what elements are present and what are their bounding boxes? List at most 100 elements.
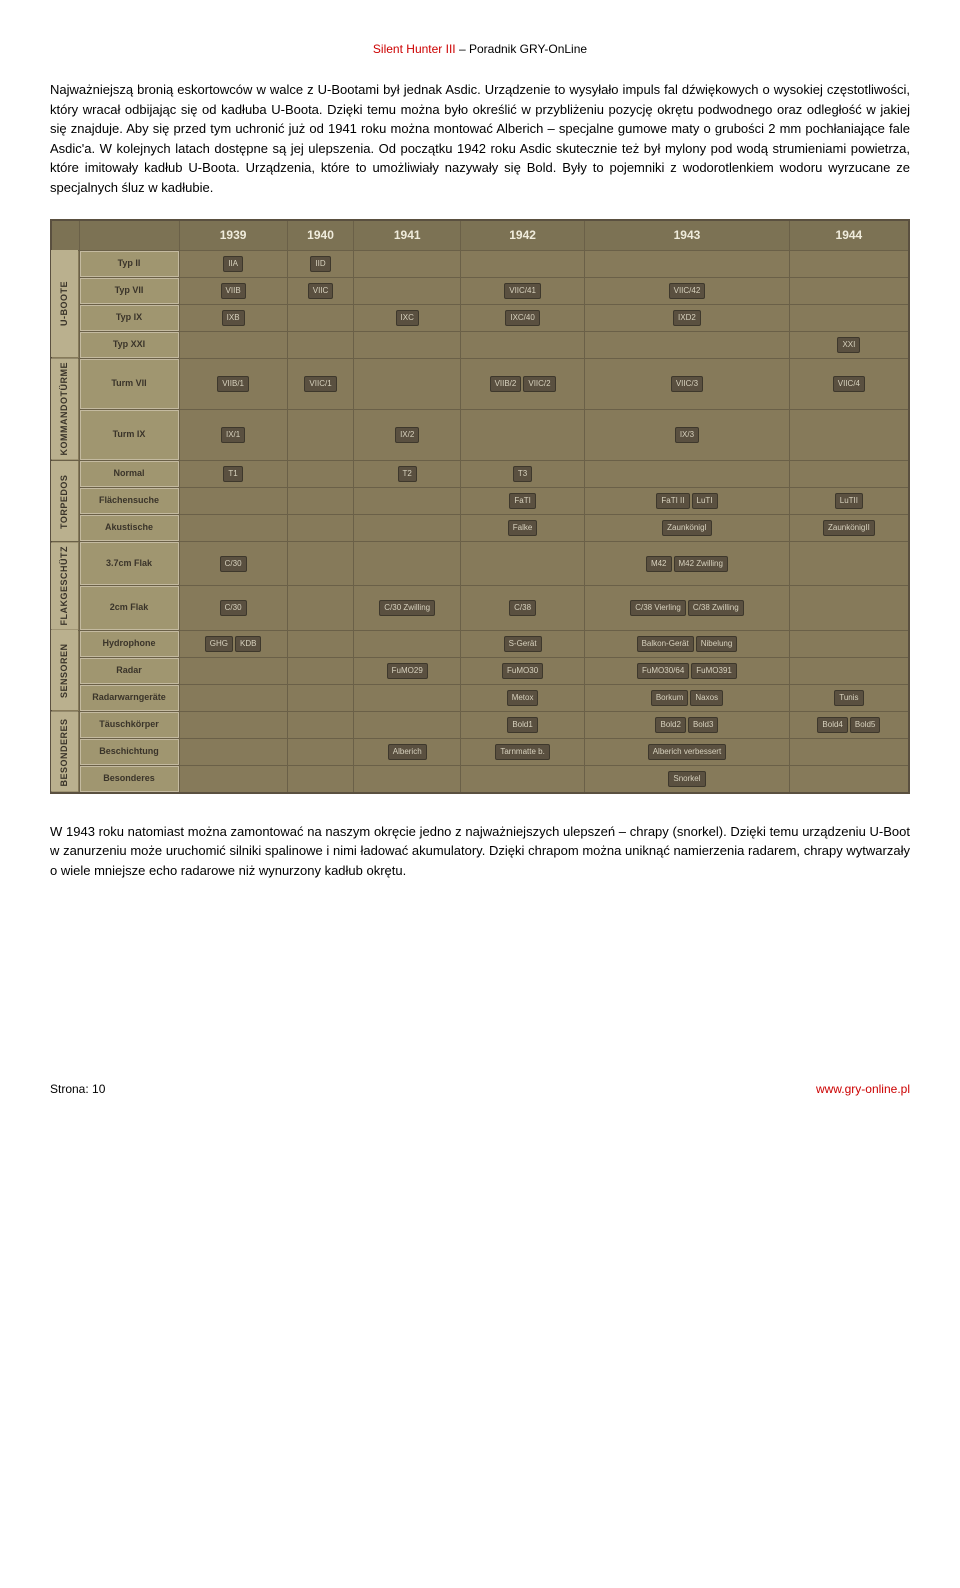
row-label: Akustische xyxy=(79,515,179,542)
table-row: 2cm FlakC/30C/30 ZwillingC/38C/38 Vierli… xyxy=(51,586,909,630)
data-cell xyxy=(179,331,287,358)
table-row: Turm IXIX/1 IX/2 IX/3 xyxy=(51,409,909,460)
data-cell xyxy=(354,331,461,358)
data-cell xyxy=(287,409,354,460)
header-suffix: – Poradnik GRY-OnLine xyxy=(456,42,587,56)
data-cell: Bold1 xyxy=(461,711,585,738)
data-cell: M42M42 Zwilling xyxy=(585,542,790,586)
data-cell xyxy=(461,542,585,586)
data-cell xyxy=(287,488,354,515)
data-cell: Snorkel xyxy=(585,765,790,793)
row-label: Typ XXI xyxy=(79,331,179,358)
data-cell: IX/1 xyxy=(179,409,287,460)
data-cell xyxy=(179,657,287,684)
data-cell xyxy=(789,250,909,277)
chart-item: VIIC/42 xyxy=(669,283,706,299)
data-cell: IX/3 xyxy=(585,409,790,460)
footer-url: www.gry-online.pl xyxy=(816,1080,910,1098)
category-label: TORPEDOS xyxy=(51,461,79,542)
chart-item: IXD2 xyxy=(673,310,701,326)
data-cell: FuMO30 xyxy=(461,657,585,684)
table-row: SENSORENHydrophoneGHGKDBS-GerätBalkon-Ge… xyxy=(51,630,909,657)
data-cell xyxy=(789,461,909,488)
chart-item: IXC xyxy=(396,310,419,326)
row-label: Typ VII xyxy=(79,277,179,304)
row-label: Radar xyxy=(79,657,179,684)
table-row: Typ XXI XXI xyxy=(51,331,909,358)
chart-item: Falke xyxy=(508,520,538,536)
data-cell: T1 xyxy=(179,461,287,488)
data-cell: FaTI IILuTI xyxy=(585,488,790,515)
data-cell xyxy=(789,542,909,586)
data-cell xyxy=(585,250,790,277)
data-cell xyxy=(287,304,354,331)
chart-item: IIA xyxy=(223,256,243,272)
data-cell xyxy=(585,461,790,488)
data-cell xyxy=(354,277,461,304)
chart-item: S-Gerät xyxy=(504,636,542,652)
row-label: Radarwarngeräte xyxy=(79,684,179,711)
chart-item: XXI xyxy=(837,337,860,353)
data-cell xyxy=(287,711,354,738)
chart-item: C/30 xyxy=(220,556,247,572)
data-cell: IXC/40 xyxy=(461,304,585,331)
chart-item: Nibelung xyxy=(696,636,738,652)
chart-item: IXB xyxy=(222,310,245,326)
chart-item: Alberich verbessert xyxy=(648,744,726,760)
data-cell xyxy=(179,765,287,793)
chart-item: C/30 Zwilling xyxy=(379,600,435,616)
data-cell: Metox xyxy=(461,684,585,711)
data-cell: IXC xyxy=(354,304,461,331)
data-cell: C/30 xyxy=(179,542,287,586)
data-cell: FuMO30/64FuMO391 xyxy=(585,657,790,684)
category-label: FLAKGESCHÜTZ xyxy=(51,542,79,631)
data-cell: T3 xyxy=(461,461,585,488)
row-label: Beschichtung xyxy=(79,738,179,765)
table-row: TORPEDOSNormalT1T2T3 xyxy=(51,461,909,488)
page-footer: Strona: 10 www.gry-online.pl xyxy=(50,1080,910,1098)
table-row: U-BOOTETyp IIIIAIID xyxy=(51,250,909,277)
data-cell: ZaunkönigI xyxy=(585,515,790,542)
row-label: Typ IX xyxy=(79,304,179,331)
chart-item: FuMO30 xyxy=(502,663,543,679)
chart-item: VIIC/3 xyxy=(671,376,703,392)
chart-item: T2 xyxy=(398,466,417,482)
data-cell xyxy=(354,711,461,738)
chart-item: Bold2 xyxy=(655,717,685,733)
category-label: U-BOOTE xyxy=(51,250,79,358)
corner-cell xyxy=(51,220,79,250)
year-header: 1944 xyxy=(789,220,909,250)
page-number: Strona: 10 xyxy=(50,1080,105,1098)
data-cell xyxy=(179,684,287,711)
data-cell xyxy=(287,630,354,657)
data-cell: S-Gerät xyxy=(461,630,585,657)
page-header: Silent Hunter III – Poradnik GRY-OnLine xyxy=(50,40,910,58)
data-cell: VIIC/4 xyxy=(789,358,909,409)
row-label: Turm VII xyxy=(79,358,179,409)
data-cell xyxy=(461,409,585,460)
data-cell xyxy=(354,488,461,515)
data-cell: VIIC/42 xyxy=(585,277,790,304)
year-header: 1943 xyxy=(585,220,790,250)
data-cell xyxy=(179,515,287,542)
data-cell xyxy=(789,586,909,630)
chart-item: IXC/40 xyxy=(505,310,539,326)
data-cell: Falke xyxy=(461,515,585,542)
data-cell: VIIC/1 xyxy=(287,358,354,409)
chart-item: IX/2 xyxy=(395,427,419,443)
row-label: Turm IX xyxy=(79,409,179,460)
data-cell xyxy=(287,331,354,358)
data-cell xyxy=(287,657,354,684)
data-cell xyxy=(461,331,585,358)
data-cell xyxy=(789,765,909,793)
data-cell: C/30 xyxy=(179,586,287,630)
data-cell xyxy=(354,630,461,657)
chart-item: C/38 Zwilling xyxy=(688,600,744,616)
category-label: KOMMANDOTÜRME xyxy=(51,358,79,461)
row-label: Hydrophone xyxy=(79,630,179,657)
chart-item: Tarnmatte b. xyxy=(495,744,549,760)
data-cell: Tarnmatte b. xyxy=(461,738,585,765)
chart-item: VIIC/2 xyxy=(523,376,555,392)
chart-item: T3 xyxy=(513,466,532,482)
table-row: BeschichtungAlberichTarnmatte b.Alberich… xyxy=(51,738,909,765)
